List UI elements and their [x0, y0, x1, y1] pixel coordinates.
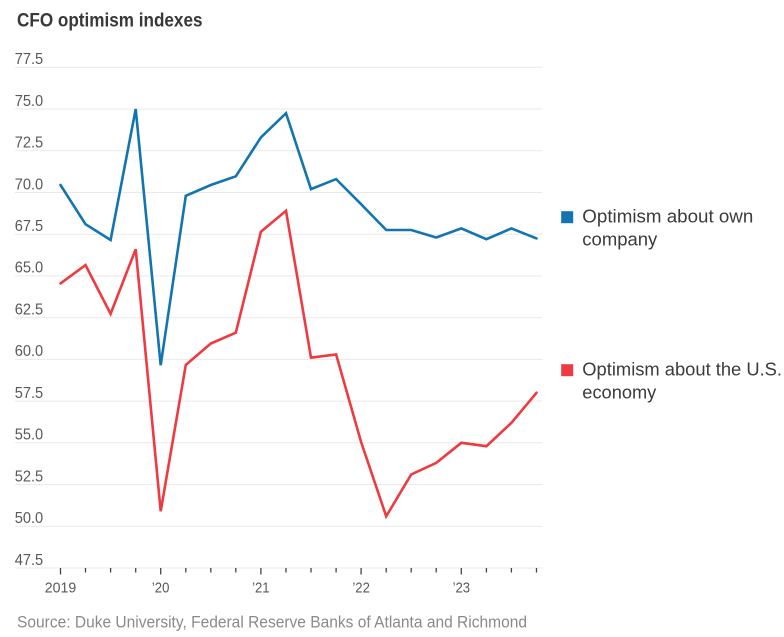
svg-text:’22: ’22	[352, 579, 370, 596]
svg-text:Source: Duke University, Feder: Source: Duke University, Federal Reserve…	[17, 613, 527, 632]
svg-text:77.5: 77.5	[15, 51, 44, 68]
svg-text:75.0: 75.0	[15, 93, 44, 110]
svg-text:economy: economy	[582, 382, 656, 402]
svg-text:’23: ’23	[453, 579, 471, 596]
svg-text:55.0: 55.0	[15, 427, 44, 444]
svg-text:’20: ’20	[152, 579, 170, 596]
svg-text:47.5: 47.5	[15, 552, 44, 569]
svg-text:70.0: 70.0	[15, 176, 44, 193]
svg-text:Optimism about the U.S.: Optimism about the U.S.	[582, 359, 782, 379]
svg-text:company: company	[582, 230, 657, 250]
svg-text:CFO optimism indexes: CFO optimism indexes	[17, 10, 203, 32]
svg-text:72.5: 72.5	[15, 135, 44, 152]
svg-text:’21: ’21	[252, 579, 270, 596]
svg-text:Optimism about own: Optimism about own	[582, 207, 753, 227]
svg-text:60.0: 60.0	[15, 343, 44, 360]
svg-text:50.0: 50.0	[15, 510, 44, 527]
svg-text:65.0: 65.0	[15, 260, 44, 277]
svg-text:57.5: 57.5	[15, 385, 44, 402]
svg-text:62.5: 62.5	[15, 302, 44, 319]
svg-text:67.5: 67.5	[15, 218, 44, 235]
svg-text:52.5: 52.5	[15, 468, 44, 485]
svg-text:2019: 2019	[45, 579, 77, 596]
